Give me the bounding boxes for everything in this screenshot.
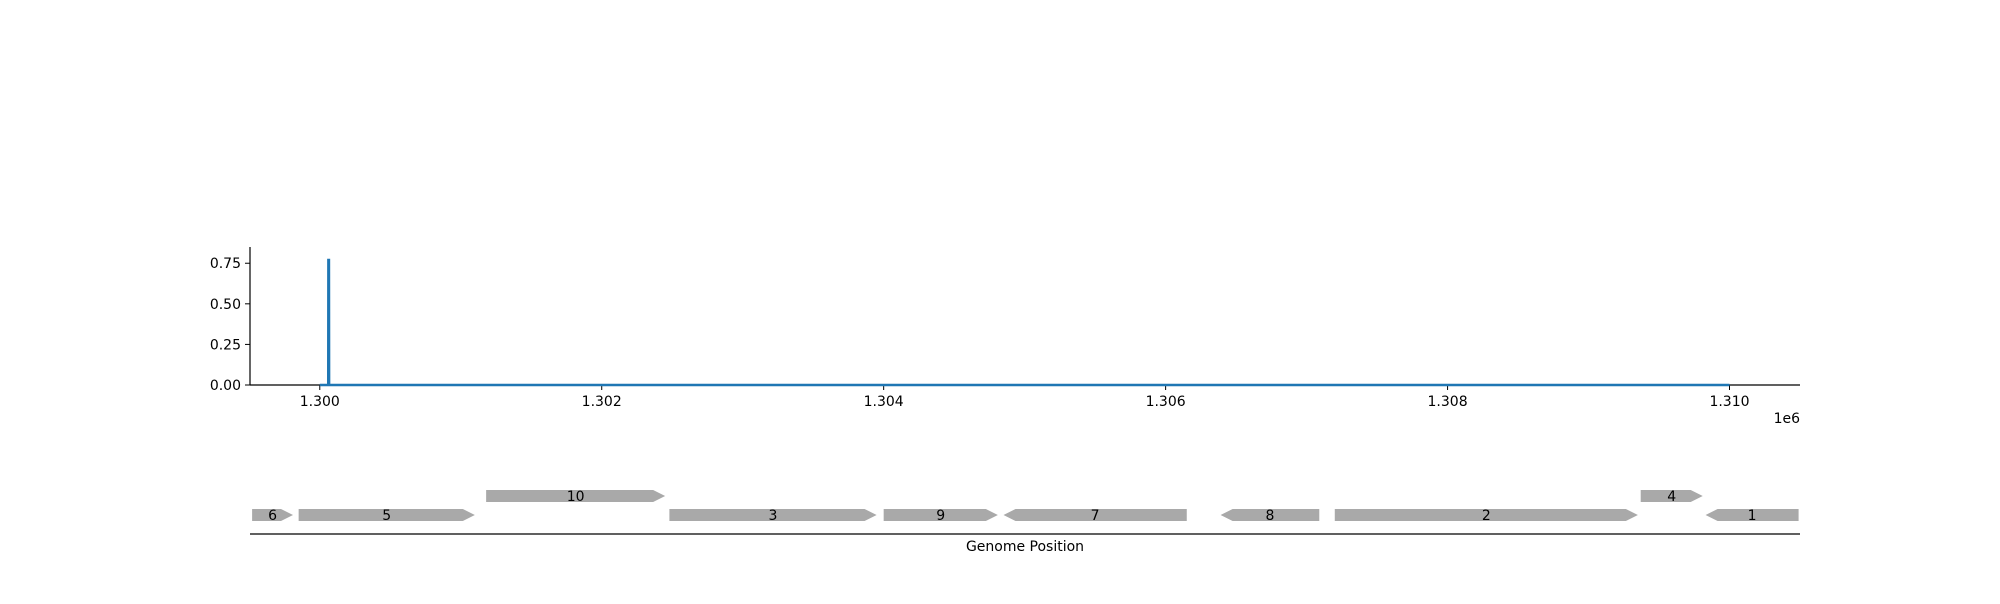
gene-label-1: 1 (1748, 508, 1757, 524)
gene-feature-5 (298, 509, 475, 521)
gene-feature-3 (669, 509, 877, 521)
gene-feature-2 (1334, 509, 1638, 521)
gene-feature-6 (252, 509, 293, 521)
x-tick-label: 1.306 (1146, 394, 1186, 410)
gene-feature-1 (1705, 509, 1799, 521)
y-tick-label: 0.25 (210, 337, 241, 353)
x-tick-label: 1.302 (582, 394, 622, 410)
gene-label-5: 5 (382, 508, 391, 524)
y-tick-label: 0.75 (210, 256, 241, 272)
y-tick-label: 0.00 (210, 378, 241, 394)
gene-label-6: 6 (268, 508, 277, 524)
gene-feature-9 (883, 509, 998, 521)
gene-feature-4 (1640, 490, 1703, 502)
gene-label-8: 8 (1265, 508, 1274, 524)
gene-track: 6 5 10 3 9 7 8 2 4 1 (252, 489, 1799, 524)
gene-feature-10 (486, 490, 666, 502)
gene-track-xlabel: Genome Position (966, 539, 1084, 555)
y-tick-label: 0.50 (210, 297, 241, 313)
x-tick-label: 1.304 (864, 394, 904, 410)
gene-label-3: 3 (769, 508, 778, 524)
gene-feature-7 (1003, 509, 1187, 521)
x-tick-label: 1.308 (1428, 394, 1468, 410)
gene-label-7: 7 (1091, 508, 1100, 524)
coverage-series-line (319, 258, 1730, 387)
gene-label-4: 4 (1667, 489, 1676, 505)
gene-feature-8 (1220, 509, 1320, 521)
coverage-plot-data (319, 258, 1730, 387)
gene-label-9: 9 (936, 508, 945, 524)
x-tick-label: 1.300 (300, 394, 340, 410)
gene-label-10: 10 (567, 489, 585, 505)
x-tick-label: 1.310 (1709, 394, 1749, 410)
gene-label-2: 2 (1482, 508, 1491, 524)
x-offset-label: 1e6 (1774, 411, 1801, 427)
